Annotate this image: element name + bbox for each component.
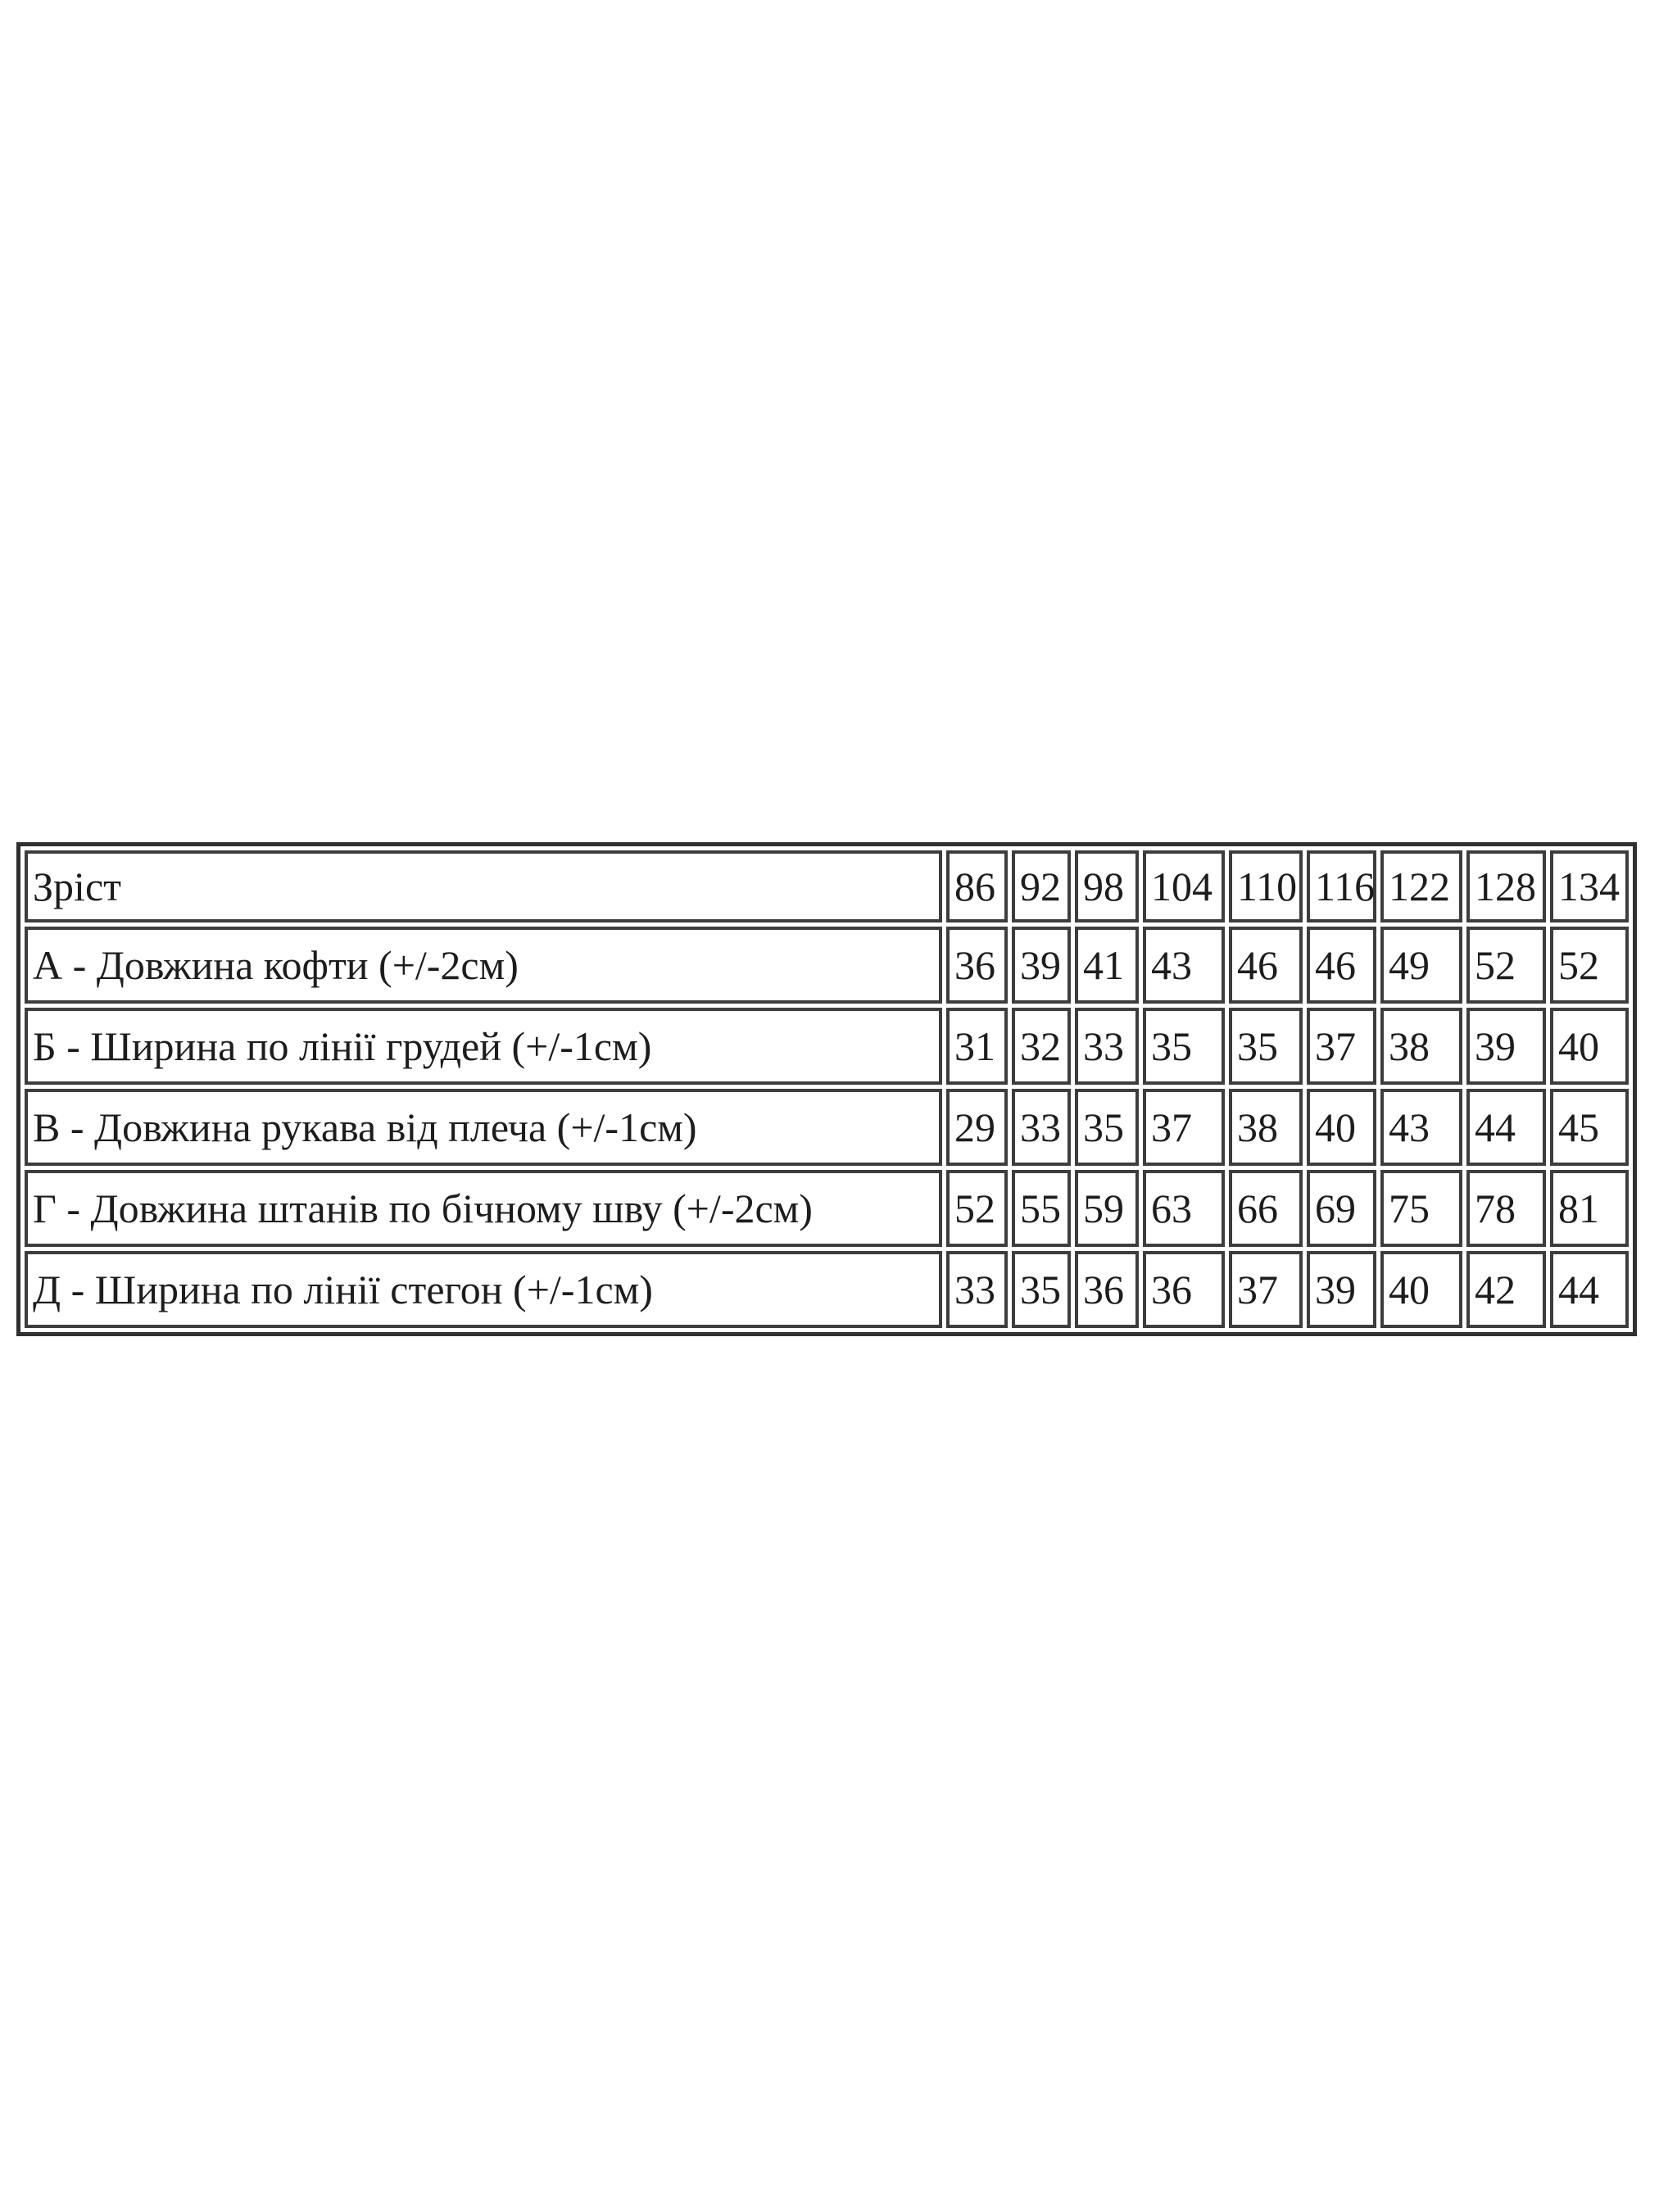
measurement-value: 40: [1550, 1008, 1629, 1085]
measurement-value: 69: [1307, 1170, 1376, 1247]
measurement-value: 33: [1012, 1089, 1071, 1166]
measurement-value: 33: [946, 1251, 1008, 1328]
row-label: Д - Ширина по лінії стегон (+/-1см): [25, 1251, 942, 1328]
measurement-value: 46: [1307, 927, 1376, 1004]
row-label: Б - Ширина по лінії грудей (+/-1см): [25, 1008, 942, 1085]
measurement-value: 40: [1307, 1089, 1376, 1166]
size-header-value: 110: [1229, 850, 1303, 922]
measurement-value: 36: [1143, 1251, 1225, 1328]
measurement-value: 45: [1550, 1089, 1629, 1166]
measurement-value: 52: [1466, 927, 1546, 1004]
size-header-value: 134: [1550, 850, 1629, 922]
measurement-value: 33: [1075, 1008, 1139, 1085]
measurement-value: 43: [1380, 1089, 1462, 1166]
measurement-value: 29: [946, 1089, 1008, 1166]
measurement-value: 55: [1012, 1170, 1071, 1247]
measurement-value: 63: [1143, 1170, 1225, 1247]
measurement-value: 36: [946, 927, 1008, 1004]
row-label: А - Довжина кофти (+/-2см): [25, 927, 942, 1004]
measurement-value: 39: [1012, 927, 1071, 1004]
measurement-value: 38: [1229, 1089, 1303, 1166]
measurement-value: 35: [1229, 1008, 1303, 1085]
size-header-value: 128: [1466, 850, 1546, 922]
table-row-v: В - Довжина рукава від плеча (+/-1см) 29…: [25, 1089, 1629, 1166]
table-row-d: Д - Ширина по лінії стегон (+/-1см) 33 3…: [25, 1251, 1629, 1328]
measurement-value: 52: [946, 1170, 1008, 1247]
size-chart-table: Зріст 86 92 98 104 110 116 122 128 134 А…: [16, 842, 1637, 1336]
measurement-value: 37: [1229, 1251, 1303, 1328]
size-header-value: 104: [1143, 850, 1225, 922]
measurement-value: 35: [1143, 1008, 1225, 1085]
row-header-label: Зріст: [25, 850, 942, 922]
size-header-value: 92: [1012, 850, 1071, 922]
measurement-value: 81: [1550, 1170, 1629, 1247]
row-label: Г - Довжина штанів по бічному шву (+/-2с…: [25, 1170, 942, 1247]
measurement-value: 39: [1307, 1251, 1376, 1328]
measurement-value: 35: [1012, 1251, 1071, 1328]
measurement-value: 59: [1075, 1170, 1139, 1247]
measurement-value: 37: [1143, 1089, 1225, 1166]
measurement-value: 46: [1229, 927, 1303, 1004]
measurement-value: 43: [1143, 927, 1225, 1004]
row-label: В - Довжина рукава від плеча (+/-1см): [25, 1089, 942, 1166]
measurement-value: 32: [1012, 1008, 1071, 1085]
size-header-value: 116: [1307, 850, 1376, 922]
measurement-value: 78: [1466, 1170, 1546, 1247]
measurement-value: 44: [1466, 1089, 1546, 1166]
table-row-g: Г - Довжина штанів по бічному шву (+/-2с…: [25, 1170, 1629, 1247]
size-header-value: 86: [946, 850, 1008, 922]
measurement-value: 41: [1075, 927, 1139, 1004]
measurement-value: 38: [1380, 1008, 1462, 1085]
measurement-value: 44: [1550, 1251, 1629, 1328]
table-row-a: А - Довжина кофти (+/-2см) 36 39 41 43 4…: [25, 927, 1629, 1004]
size-header-value: 98: [1075, 850, 1139, 922]
table-header-row: Зріст 86 92 98 104 110 116 122 128 134: [25, 850, 1629, 922]
measurement-value: 37: [1307, 1008, 1376, 1085]
size-header-value: 122: [1380, 850, 1462, 922]
measurement-value: 31: [946, 1008, 1008, 1085]
measurement-value: 52: [1550, 927, 1629, 1004]
measurement-value: 49: [1380, 927, 1462, 1004]
measurement-value: 39: [1466, 1008, 1546, 1085]
measurement-value: 66: [1229, 1170, 1303, 1247]
measurement-value: 36: [1075, 1251, 1139, 1328]
measurement-value: 42: [1466, 1251, 1546, 1328]
table-row-b: Б - Ширина по лінії грудей (+/-1см) 31 3…: [25, 1008, 1629, 1085]
measurement-value: 75: [1380, 1170, 1462, 1247]
measurement-value: 40: [1380, 1251, 1462, 1328]
measurement-value: 35: [1075, 1089, 1139, 1166]
